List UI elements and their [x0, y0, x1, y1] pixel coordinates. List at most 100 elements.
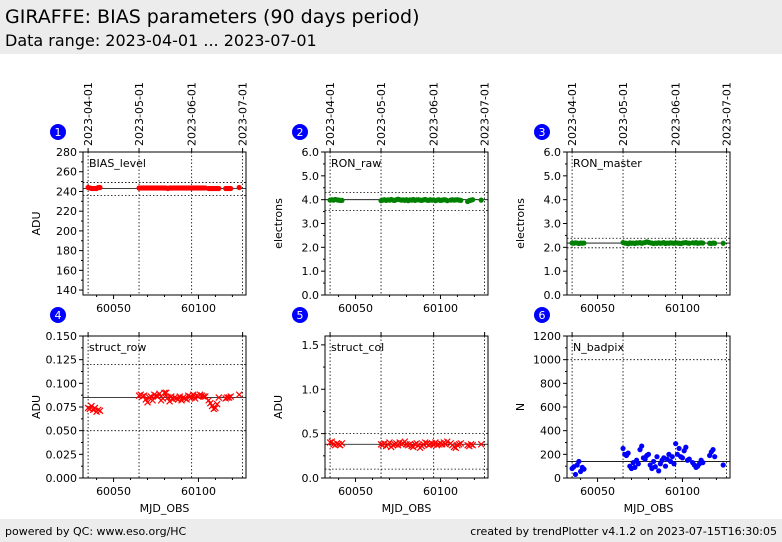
- y-tick-label: 4.0: [544, 194, 562, 207]
- y-axis-label: electrons: [272, 198, 285, 249]
- data-point: [470, 197, 476, 203]
- data-point: [227, 393, 235, 401]
- date-tick-label: 2023-07-01: [721, 82, 734, 146]
- date-tick-label: 2023-04-01: [566, 82, 579, 146]
- panel-label: N_badpix: [573, 341, 624, 354]
- plot-frame: [324, 151, 489, 296]
- data-point: [673, 441, 679, 447]
- data-point: [477, 440, 485, 448]
- y-tick-label: 1.0: [302, 265, 320, 278]
- panel-number: 3: [539, 126, 546, 139]
- y-tick-label: 260: [56, 166, 77, 179]
- data-point: [140, 392, 148, 400]
- chart-panel-struct-row: 0.000 0.025 0.050 0.075 0.100 0.125 0.150 60050…: [30, 307, 247, 515]
- y-axis-label: ADU: [30, 211, 43, 235]
- data-point: [443, 438, 451, 446]
- x-tick-label: 60050: [580, 485, 615, 498]
- y-tick-label: 3.0: [302, 218, 320, 231]
- x-tick-label: 60100: [665, 302, 700, 315]
- data-point: [639, 443, 645, 449]
- x-tick-label: 60100: [181, 485, 216, 498]
- data-point: [228, 185, 234, 192]
- panel-number: 6: [539, 309, 546, 322]
- data-point: [339, 197, 345, 203]
- y-tick-label: 1.0: [544, 265, 562, 278]
- data-point: [572, 471, 579, 478]
- y-tick-label: 140: [56, 284, 77, 297]
- y-tick-label: 0.125: [46, 354, 78, 367]
- y-tick-label: 0.0: [544, 289, 562, 302]
- y-tick-label: 400: [540, 425, 561, 438]
- panel-label: struct_col: [331, 341, 384, 354]
- panel-number-badge: [50, 124, 66, 140]
- plot-frame: [82, 335, 247, 479]
- data-point: [635, 461, 641, 467]
- date-tick-label: 2023-07-01: [237, 82, 250, 146]
- y-tick-label: 160: [56, 264, 77, 277]
- y-tick-label: 4.0: [302, 194, 320, 207]
- y-tick-label: 0.150: [46, 330, 78, 343]
- date-tick-label: 2023-05-01: [375, 82, 388, 146]
- y-tick-label: 600: [540, 401, 561, 414]
- y-tick-label: 0.075: [46, 401, 78, 414]
- data-point: [96, 407, 104, 415]
- data-point: [625, 450, 631, 456]
- data-point: [679, 455, 686, 461]
- data-point: [478, 197, 484, 203]
- data-point: [683, 444, 689, 450]
- y-tick-label: 180: [56, 245, 77, 258]
- y-tick-label: 280: [56, 146, 77, 159]
- data-point: [720, 462, 726, 468]
- x-tick-label: 60050: [338, 302, 373, 315]
- data-point: [166, 397, 174, 405]
- data-point: [213, 400, 221, 408]
- x-tick-label: 60050: [96, 485, 131, 498]
- y-tick-label: 0.0: [302, 289, 320, 302]
- date-tick-label: 2023-04-01: [324, 82, 337, 146]
- data-point: [686, 456, 692, 462]
- panel-label: RON_master: [573, 157, 642, 170]
- y-tick-label: 0.5: [302, 428, 320, 441]
- data-point: [662, 463, 669, 469]
- y-tick-label: 200: [56, 225, 77, 238]
- y-tick-label: 0.0: [302, 472, 320, 485]
- data-point: [656, 468, 662, 474]
- data-point: [88, 402, 95, 410]
- y-axis-label: electrons: [514, 198, 527, 249]
- footer-credit: powered by QC: www.eso.org/HC: [5, 525, 187, 538]
- panel-number: 5: [297, 309, 304, 322]
- date-tick-label: 2023-04-01: [82, 82, 95, 146]
- date-tick-label: 2023-06-01: [186, 82, 199, 146]
- y-tick-label: 800: [540, 377, 561, 390]
- data-point: [236, 184, 242, 191]
- y-tick-label: 5.0: [302, 170, 320, 183]
- data-point: [652, 464, 658, 470]
- data-point: [700, 240, 706, 246]
- x-tick-label: 60100: [181, 302, 216, 315]
- data-point: [632, 464, 638, 470]
- data-point: [700, 460, 706, 466]
- plot-frame: [82, 151, 247, 296]
- data-point: [147, 393, 155, 401]
- x-tick-label: 60100: [423, 302, 458, 315]
- x-axis-label: MJD_OBS: [140, 502, 190, 515]
- page-subtitle: Data range: 2023-04-01 ... 2023-07-01: [5, 31, 317, 50]
- data-point: [654, 454, 660, 460]
- page-title: GIRAFFE: BIAS parameters (90 days period…: [5, 6, 420, 28]
- date-tick-label: 2023-05-01: [617, 82, 630, 146]
- date-tick-label: 2023-06-01: [670, 82, 683, 146]
- panel-number: 2: [297, 126, 304, 139]
- y-tick-label: 0.100: [46, 377, 78, 390]
- data-point: [457, 439, 465, 447]
- data-point: [97, 184, 103, 191]
- data-point: [216, 185, 222, 192]
- data-point: [712, 454, 718, 460]
- data-point: [581, 240, 587, 246]
- data-point: [458, 197, 464, 203]
- y-tick-label: 240: [56, 185, 77, 198]
- y-tick-label: 1.5: [302, 339, 320, 352]
- y-tick-label: 0: [554, 472, 561, 485]
- data-point: [91, 404, 99, 412]
- y-tick-label: 0.025: [46, 448, 78, 461]
- data-point: [669, 454, 675, 460]
